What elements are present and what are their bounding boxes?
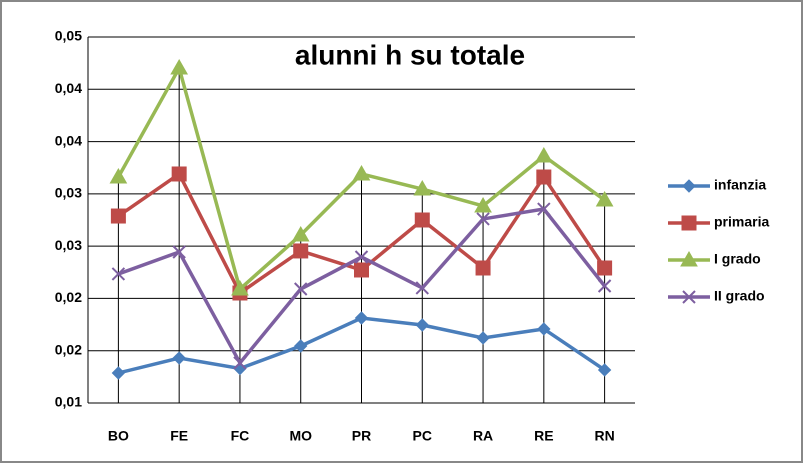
marker bbox=[537, 322, 551, 336]
marker bbox=[231, 280, 249, 296]
marker bbox=[170, 59, 189, 75]
chart-title: alunni h su totale bbox=[295, 39, 525, 70]
y-tick-label: 0,01 bbox=[55, 394, 82, 410]
marker bbox=[476, 212, 490, 226]
marker bbox=[597, 260, 613, 276]
marker bbox=[595, 191, 614, 207]
y-tick-label: 0,04 bbox=[55, 80, 82, 96]
marker bbox=[294, 339, 308, 353]
marker bbox=[109, 168, 128, 184]
marker bbox=[474, 196, 492, 213]
x-tick-label: MO bbox=[289, 428, 312, 444]
marker bbox=[111, 366, 126, 380]
x-tick-label: RN bbox=[594, 428, 614, 444]
marker bbox=[293, 243, 309, 259]
x-tick-label: BO bbox=[108, 428, 129, 444]
y-tick-label: 0,04 bbox=[55, 132, 82, 148]
marker bbox=[171, 166, 187, 182]
x-tick-label: RA bbox=[473, 428, 493, 444]
marker bbox=[294, 282, 308, 296]
marker bbox=[291, 225, 310, 242]
marker bbox=[413, 180, 432, 196]
y-tick-label: 0,03 bbox=[55, 237, 82, 253]
marker bbox=[680, 250, 698, 267]
marker bbox=[233, 356, 247, 370]
marker bbox=[537, 202, 551, 216]
marker bbox=[414, 212, 430, 228]
marker bbox=[354, 250, 369, 264]
marker bbox=[536, 169, 552, 185]
x-tick-label: PC bbox=[413, 428, 432, 444]
marker bbox=[354, 262, 369, 278]
y-tick-label: 0,05 bbox=[55, 28, 82, 44]
marker bbox=[682, 179, 696, 193]
marker bbox=[681, 215, 697, 231]
y-tick-label: 0,02 bbox=[55, 289, 82, 305]
marker bbox=[352, 164, 371, 181]
legend-label: primaria bbox=[714, 214, 769, 230]
y-tick-label: 0,03 bbox=[55, 185, 82, 201]
legend-label: II grado bbox=[714, 288, 765, 304]
marker bbox=[172, 245, 186, 259]
marker bbox=[476, 331, 490, 345]
series bbox=[111, 202, 612, 370]
marker bbox=[534, 146, 553, 163]
marker bbox=[475, 260, 491, 276]
marker bbox=[415, 281, 429, 295]
marker bbox=[111, 267, 126, 281]
marker bbox=[110, 208, 126, 224]
marker bbox=[597, 279, 612, 293]
legend-label: infanzia bbox=[714, 177, 766, 193]
marker bbox=[682, 290, 696, 304]
x-tick-label: FC bbox=[231, 428, 250, 444]
x-tick-label: FE bbox=[170, 428, 188, 444]
series bbox=[111, 311, 612, 380]
x-tick-label: RE bbox=[534, 428, 553, 444]
marker bbox=[415, 318, 429, 332]
y-tick-label: 0,02 bbox=[55, 341, 82, 357]
marker bbox=[354, 311, 369, 325]
marker bbox=[172, 351, 186, 365]
legend-label: I grado bbox=[714, 251, 761, 267]
marker bbox=[597, 363, 612, 377]
x-tick-label: PR bbox=[352, 428, 371, 444]
series bbox=[109, 59, 614, 296]
